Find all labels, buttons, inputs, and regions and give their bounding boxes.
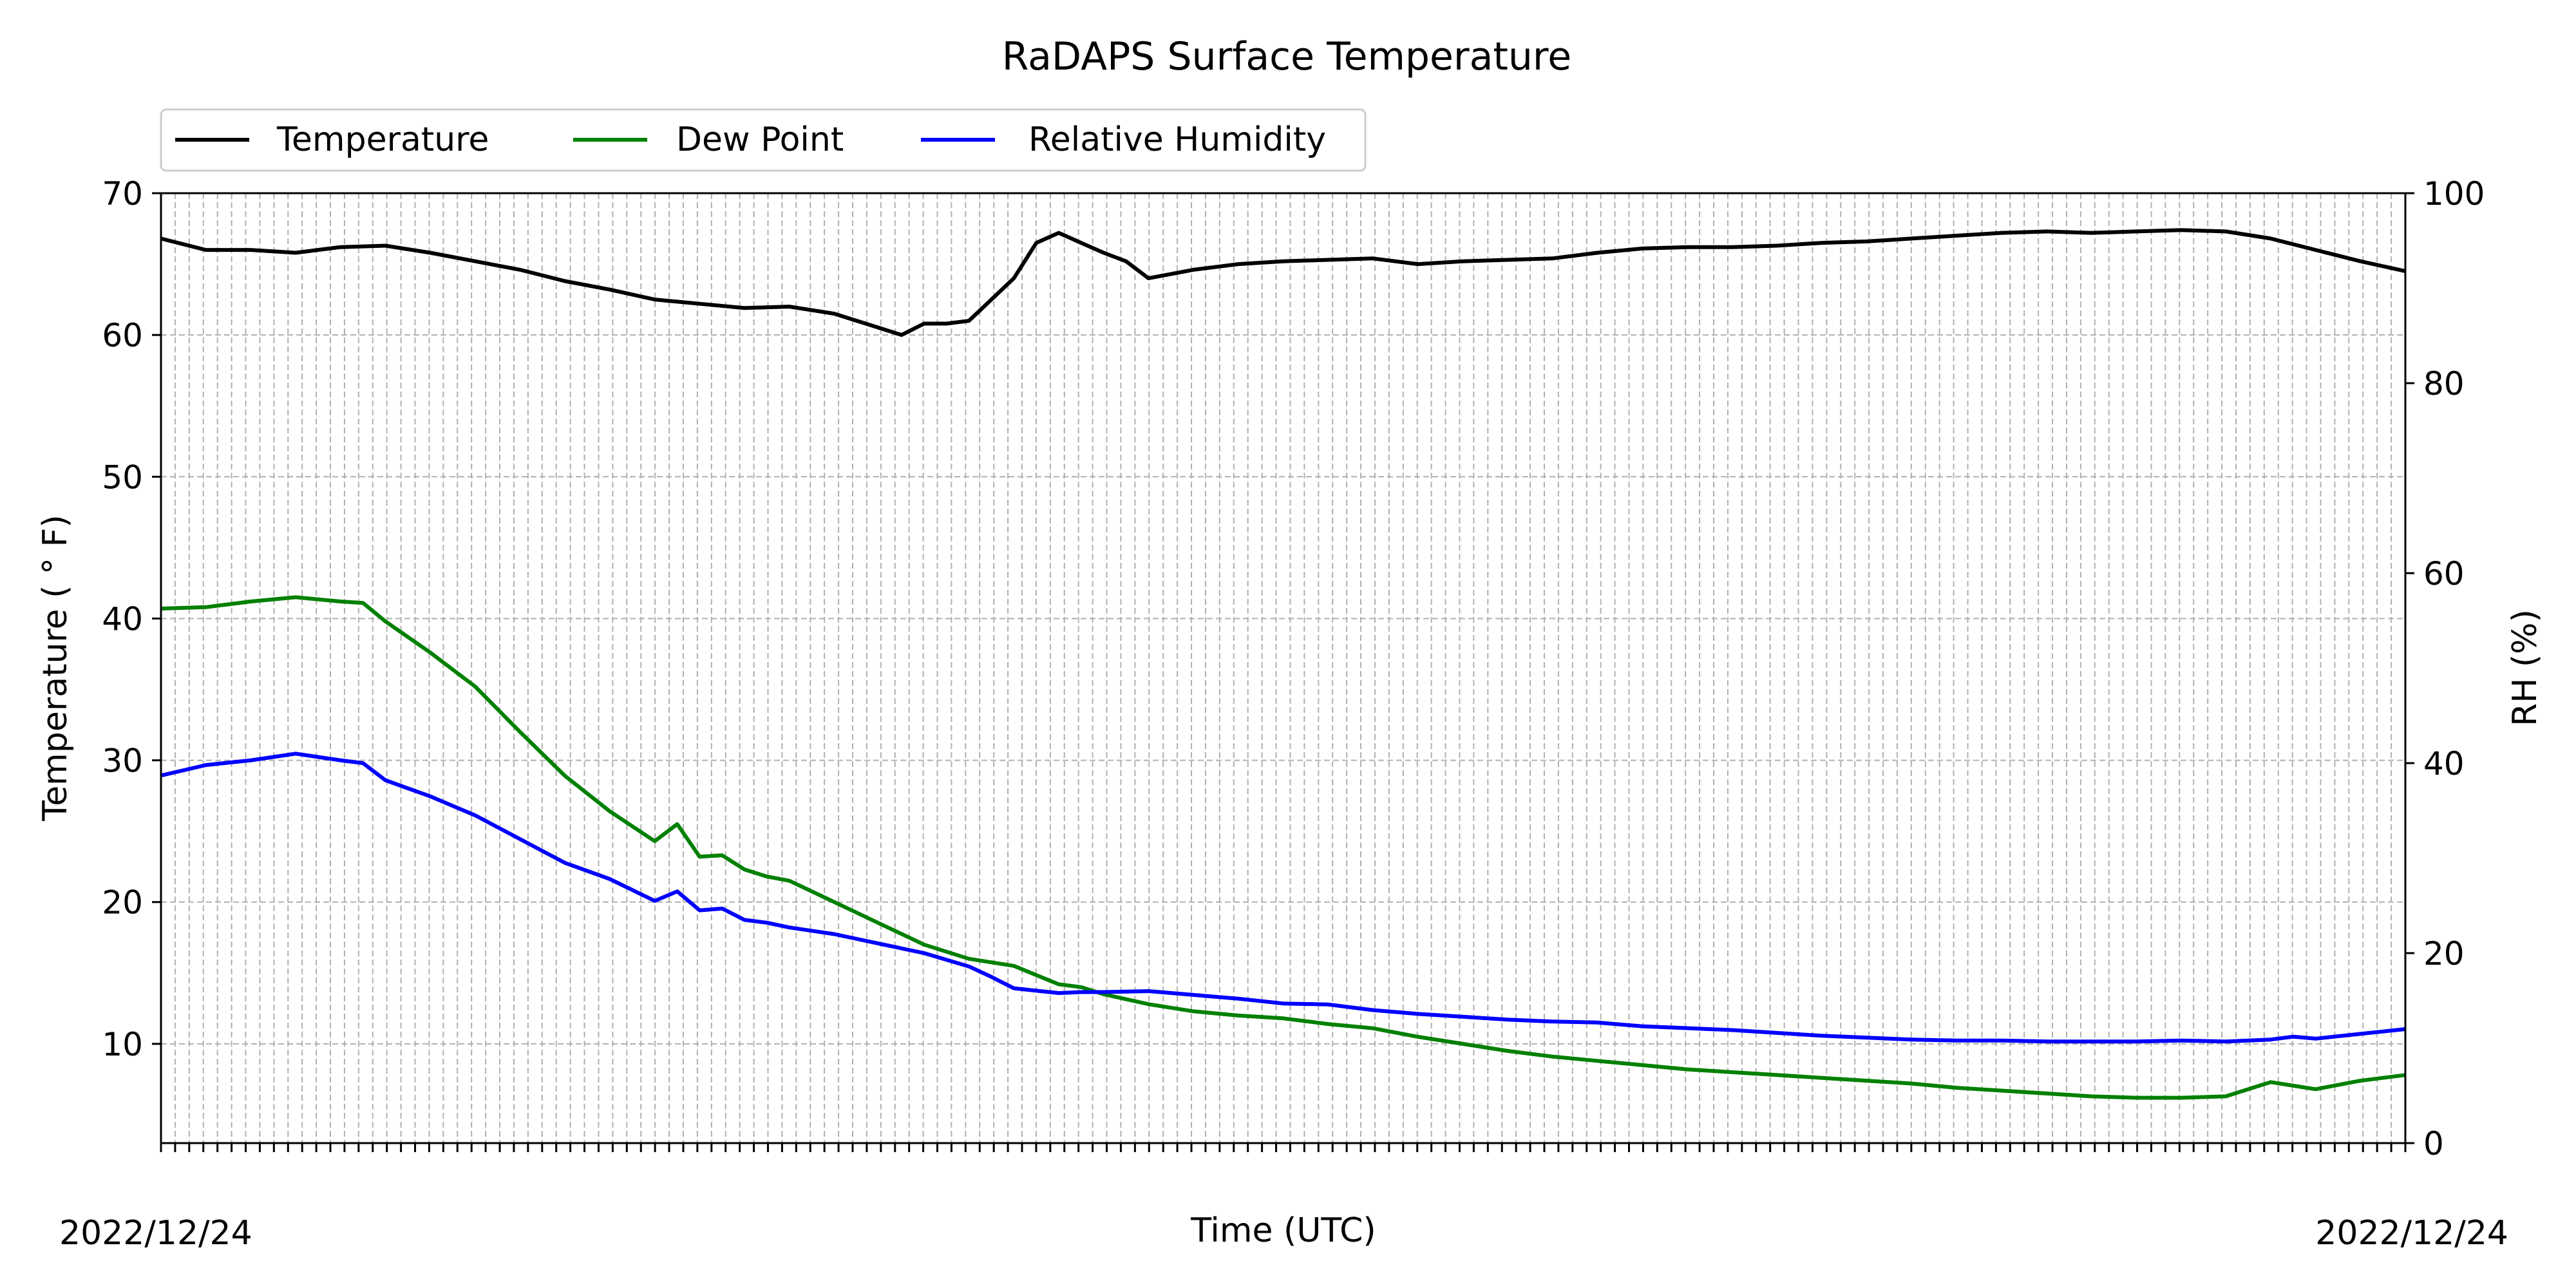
legend: Temperature Dew Point Relative Humidity [160,108,1367,172]
y-axis-label: Temperature ( ° F) [36,515,75,821]
x-axis-label: Time (UTC) [1190,1211,1376,1250]
y-tick-label: 40 [102,600,143,638]
series-lines [160,228,2406,1100]
legend-label-relative-humidity: Relative Humidity [1028,120,1326,159]
plot-frame [160,192,2407,1144]
x-axis [160,1143,2407,1152]
y-tick-label: 10 [102,1026,143,1063]
series-line-temperature [160,228,2406,337]
y-tick-label: 20 [102,884,143,922]
y-tick-label: 70 [102,175,143,213]
y-axis-right: 0 20 40 60 80 100 [2405,175,2485,1162]
date-label-left: 2022/12/24 [59,1214,252,1253]
y2-tick-label: 40 [2423,745,2465,782]
y-tick-label: 50 [102,459,143,496]
y-tick-label: 60 [102,317,143,354]
grid [160,193,2406,1143]
y2-tick-label: 20 [2423,935,2465,972]
y2-tick-label: 100 [2423,175,2485,213]
y2-axis-label: RH (%) [2506,609,2544,726]
series-line-dew-point [160,595,2406,1100]
y-axis-left: 10 20 30 40 50 60 70 [102,175,161,1063]
legend-box [160,108,1367,172]
series-line-relative-humidity [160,752,2406,1044]
legend-label-dew-point: Dew Point [676,120,844,159]
y2-tick-label: 80 [2423,365,2465,402]
y2-tick-label: 0 [2423,1125,2444,1162]
date-label-right: 2022/12/24 [2315,1214,2508,1253]
legend-label-temperature: Temperature [276,120,489,159]
y2-tick-label: 60 [2423,555,2465,592]
y-tick-label: 30 [102,743,143,780]
chart-title: RaDAPS Surface Temperature [1002,34,1571,79]
